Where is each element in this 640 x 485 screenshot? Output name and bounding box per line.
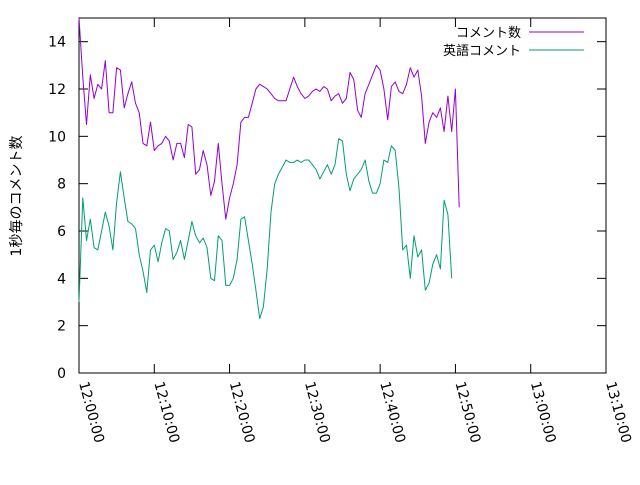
series-group [78, 17, 460, 320]
series-line-comments [78, 17, 460, 220]
x-tick-label: 12:40:00 [376, 380, 408, 445]
y-tick-label: 14 [48, 35, 66, 51]
x-tick-label: 12:00:00 [75, 380, 107, 445]
y-tick-label: 12 [48, 82, 66, 98]
y-tick-label: 6 [57, 224, 66, 240]
legend-label-english-comments: 英語コメント [443, 43, 521, 59]
y-axis: 0 2 4 6 8 10 12 14 [48, 35, 606, 382]
y-tick-label: 0 [57, 366, 66, 382]
y-axis-title: 1秒毎のコメント数 [9, 136, 25, 257]
y-tick-label: 2 [57, 319, 66, 335]
y-tick-label: 4 [57, 271, 66, 287]
x-tick-label: 13:10:00 [602, 380, 634, 445]
y-tick-label: 8 [57, 177, 66, 193]
x-tick-label: 13:00:00 [527, 380, 559, 445]
x-tick-label: 12:50:00 [452, 380, 484, 445]
legend-label-comments: コメント数 [456, 26, 521, 41]
x-tick-label: 12:30:00 [301, 380, 333, 445]
plot-frame [78, 17, 607, 374]
legend: コメント数 英語コメント [443, 26, 584, 59]
x-tick-label: 12:10:00 [150, 380, 182, 445]
x-tick-label: 12:20:00 [226, 380, 258, 445]
y-tick-label: 10 [48, 129, 66, 145]
series-line-english-comments [78, 138, 453, 320]
